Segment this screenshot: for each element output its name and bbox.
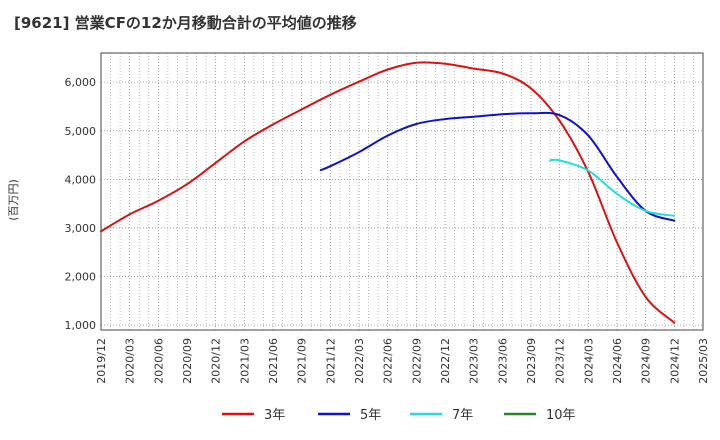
y-axis: 1,000 2,000 3,000 4,000 5,000 6,000 <box>65 76 97 332</box>
series-line-3 <box>549 158 676 217</box>
y-axis-label: (百万円) <box>7 179 20 221</box>
x-tick-label: 2020/06 <box>152 338 165 384</box>
x-tick-label: 2022/09 <box>410 338 423 384</box>
x-tick-label: 2021/09 <box>296 338 309 384</box>
y-tick-label: 1,000 <box>65 319 97 332</box>
x-tick-label: 2020/03 <box>124 338 137 384</box>
x-tick-label: 2022/03 <box>353 338 366 384</box>
y-tick-label: 4,000 <box>65 173 97 186</box>
x-tick-label: 2025/03 <box>697 338 710 384</box>
x-tick-label: 2021/12 <box>324 338 337 384</box>
x-tick-label: 2020/12 <box>210 338 223 384</box>
x-tick-label: 2024/06 <box>611 338 624 384</box>
x-tick-label: 2019/12 <box>95 338 108 384</box>
x-tick-label: 2023/03 <box>468 338 481 384</box>
x-tick-label: 2024/12 <box>668 338 681 384</box>
legend-label-3: 7年 <box>452 408 473 423</box>
y-tick-label: 6,000 <box>65 76 97 89</box>
x-tick-label: 2023/12 <box>554 338 567 384</box>
x-tick-label: 2022/06 <box>382 338 395 384</box>
y-tick-label: 3,000 <box>65 222 97 235</box>
legend-label-4: 10年 <box>546 408 576 423</box>
x-axis: 2019/12 2020/03 2020/06 2020/09 2020/12 2021/… <box>95 338 710 384</box>
x-tick-label: 2023/06 <box>496 338 509 384</box>
legend-label-2: 5年 <box>360 408 381 423</box>
legend: 3年 5年 7年 10年 <box>222 408 576 423</box>
x-tick-label: 2022/12 <box>439 338 452 384</box>
x-tick-label: 2024/03 <box>582 338 595 384</box>
series-lines <box>100 61 676 324</box>
grid <box>101 53 703 330</box>
x-tick-label: 2024/09 <box>640 338 653 384</box>
y-tick-label: 2,000 <box>65 271 97 284</box>
chart-title: [9621] 営業CFの12か月移動合計の平均値の推移 <box>14 14 357 32</box>
series-line-2 <box>319 111 676 222</box>
x-tick-label: 2021/06 <box>267 338 280 384</box>
x-tick-label: 2020/09 <box>181 338 194 384</box>
series-line-1 <box>100 61 676 324</box>
x-tick-label: 2023/09 <box>525 338 538 384</box>
x-tick-label: 2021/03 <box>238 338 251 384</box>
y-tick-label: 5,000 <box>65 125 97 138</box>
legend-label-1: 3年 <box>264 408 285 423</box>
plot-frame <box>100 52 704 331</box>
